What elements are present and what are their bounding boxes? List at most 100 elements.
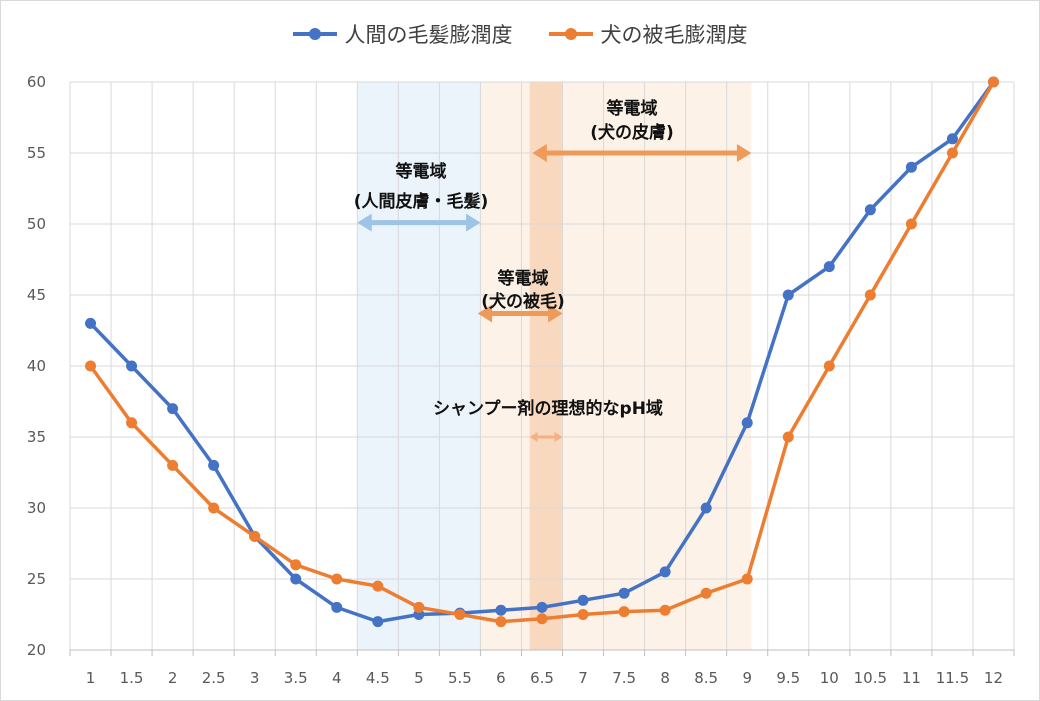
x-tick-label: 8 bbox=[660, 669, 670, 687]
data-point bbox=[290, 559, 302, 571]
label-dog-skin-isoelectric-title: 等電域 bbox=[607, 98, 658, 119]
x-tick-label: 11.5 bbox=[936, 669, 969, 687]
data-point bbox=[823, 261, 835, 273]
x-tick-label: 5.5 bbox=[448, 669, 472, 687]
data-point bbox=[782, 431, 794, 443]
x-tick-label: 5 bbox=[414, 669, 424, 687]
y-tick-label: 35 bbox=[27, 428, 46, 446]
x-tick-label: 4.5 bbox=[366, 669, 390, 687]
series-1 bbox=[85, 76, 999, 628]
data-point bbox=[167, 459, 179, 471]
data-point bbox=[85, 360, 97, 372]
x-tick-label: 4 bbox=[332, 669, 342, 687]
data-point bbox=[536, 613, 548, 625]
data-point bbox=[495, 604, 507, 616]
data-point bbox=[618, 606, 630, 618]
data-point bbox=[741, 573, 753, 585]
data-point bbox=[946, 133, 958, 145]
data-point bbox=[782, 289, 794, 301]
legend-label-human: 人間の毛髪膨潤度 bbox=[344, 23, 513, 47]
data-point bbox=[577, 594, 589, 606]
arrow-dog-coat-isoelectric-head-right bbox=[548, 304, 563, 323]
y-tick-label: 50 bbox=[27, 215, 46, 233]
x-tick-label: 7.5 bbox=[612, 669, 636, 687]
legend-item-dog: 犬の被毛膨潤度 bbox=[548, 19, 748, 49]
data-point bbox=[536, 601, 548, 613]
y-tick-label: 20 bbox=[27, 641, 46, 659]
arrow-dog-coat-isoelectric bbox=[477, 304, 563, 323]
x-tick-label: 3.5 bbox=[284, 669, 308, 687]
data-point bbox=[946, 147, 958, 159]
data-point bbox=[659, 566, 671, 578]
data-point bbox=[700, 587, 712, 599]
data-point bbox=[577, 609, 589, 620]
data-point bbox=[454, 609, 466, 620]
arrow-shampoo-ideal bbox=[529, 432, 563, 442]
arrow-human-isoelectric bbox=[357, 213, 481, 232]
x-tick-label: 8.5 bbox=[694, 669, 718, 687]
x-tick-label: 1 bbox=[86, 669, 96, 687]
label-human-isoelectric-title: 等電域 bbox=[396, 161, 447, 182]
data-point bbox=[85, 317, 97, 329]
data-point bbox=[864, 289, 876, 301]
x-tick-label: 2.5 bbox=[202, 669, 226, 687]
series-0 bbox=[85, 76, 999, 628]
x-tick-label: 12 bbox=[984, 669, 1003, 687]
legend-swatch-dog bbox=[548, 28, 593, 40]
x-tick-label: 9.5 bbox=[776, 669, 800, 687]
arrow-dog-skin-isoelectric bbox=[532, 144, 752, 162]
data-point bbox=[905, 218, 917, 230]
legend-label-dog: 犬の被毛膨潤度 bbox=[600, 23, 748, 47]
y-tick-label: 45 bbox=[27, 286, 46, 304]
x-tick-label: 1.5 bbox=[120, 669, 144, 687]
data-point bbox=[864, 204, 876, 216]
arrow-human-isoelectric-head-left bbox=[357, 213, 372, 232]
data-point bbox=[741, 417, 753, 429]
label-dog-coat-isoelectric-title: 等電域 bbox=[498, 268, 549, 289]
annotations: 等電域(人間皮膚・毛髪)等電域(犬の被毛)等電域(犬の皮膚)シャンプー剤の理想的… bbox=[354, 98, 752, 442]
label-shampoo-ideal: シャンプー剤の理想的なpH域 bbox=[433, 398, 663, 419]
x-tick-label: 10 bbox=[820, 669, 839, 687]
data-point bbox=[372, 616, 384, 628]
arrow-shampoo-ideal-head-left bbox=[529, 432, 538, 442]
y-tick-label: 30 bbox=[27, 499, 46, 517]
arrow-dog-coat-isoelectric-head-left bbox=[477, 304, 493, 323]
data-point bbox=[495, 616, 507, 628]
data-point bbox=[208, 502, 220, 514]
data-point bbox=[413, 601, 425, 613]
data-point bbox=[331, 601, 343, 613]
arrow-human-isoelectric-head-right bbox=[466, 213, 481, 232]
data-series bbox=[85, 76, 999, 628]
x-tick-label: 7 bbox=[578, 669, 588, 687]
x-tick-label: 11 bbox=[902, 669, 921, 687]
x-tick-label: 6 bbox=[496, 669, 506, 687]
label-dog-skin-isoelectric-sub: (犬の皮膚) bbox=[590, 122, 674, 143]
data-point bbox=[208, 459, 220, 471]
arrow-dog-skin-isoelectric-head-right bbox=[736, 144, 752, 162]
x-tick-label: 6.5 bbox=[530, 669, 554, 687]
data-point bbox=[618, 587, 630, 599]
x-tick-label: 2 bbox=[168, 669, 178, 687]
y-tick-label: 60 bbox=[27, 73, 46, 91]
data-point bbox=[823, 360, 835, 372]
data-point bbox=[290, 573, 302, 585]
y-tick-label: 25 bbox=[27, 570, 46, 588]
label-dog-coat-isoelectric-sub: (犬の被毛) bbox=[481, 291, 565, 312]
data-point bbox=[126, 417, 138, 429]
arrow-shampoo-ideal-head-right bbox=[554, 432, 563, 442]
x-tick-label: 3 bbox=[250, 669, 260, 687]
arrow-dog-skin-isoelectric-head-left bbox=[532, 144, 547, 162]
x-tick-label: 9 bbox=[742, 669, 752, 687]
legend: 人間の毛髪膨潤度 犬の被毛膨潤度 bbox=[0, 16, 1040, 52]
data-point bbox=[372, 580, 384, 592]
data-point bbox=[126, 360, 138, 372]
data-point bbox=[700, 502, 712, 514]
data-point bbox=[905, 161, 917, 173]
legend-item-human: 人間の毛髪膨潤度 bbox=[292, 19, 513, 49]
data-point bbox=[249, 530, 261, 542]
label-human-isoelectric-sub: (人間皮膚・毛髪) bbox=[354, 191, 489, 212]
data-point bbox=[659, 604, 671, 616]
data-point bbox=[331, 573, 343, 585]
